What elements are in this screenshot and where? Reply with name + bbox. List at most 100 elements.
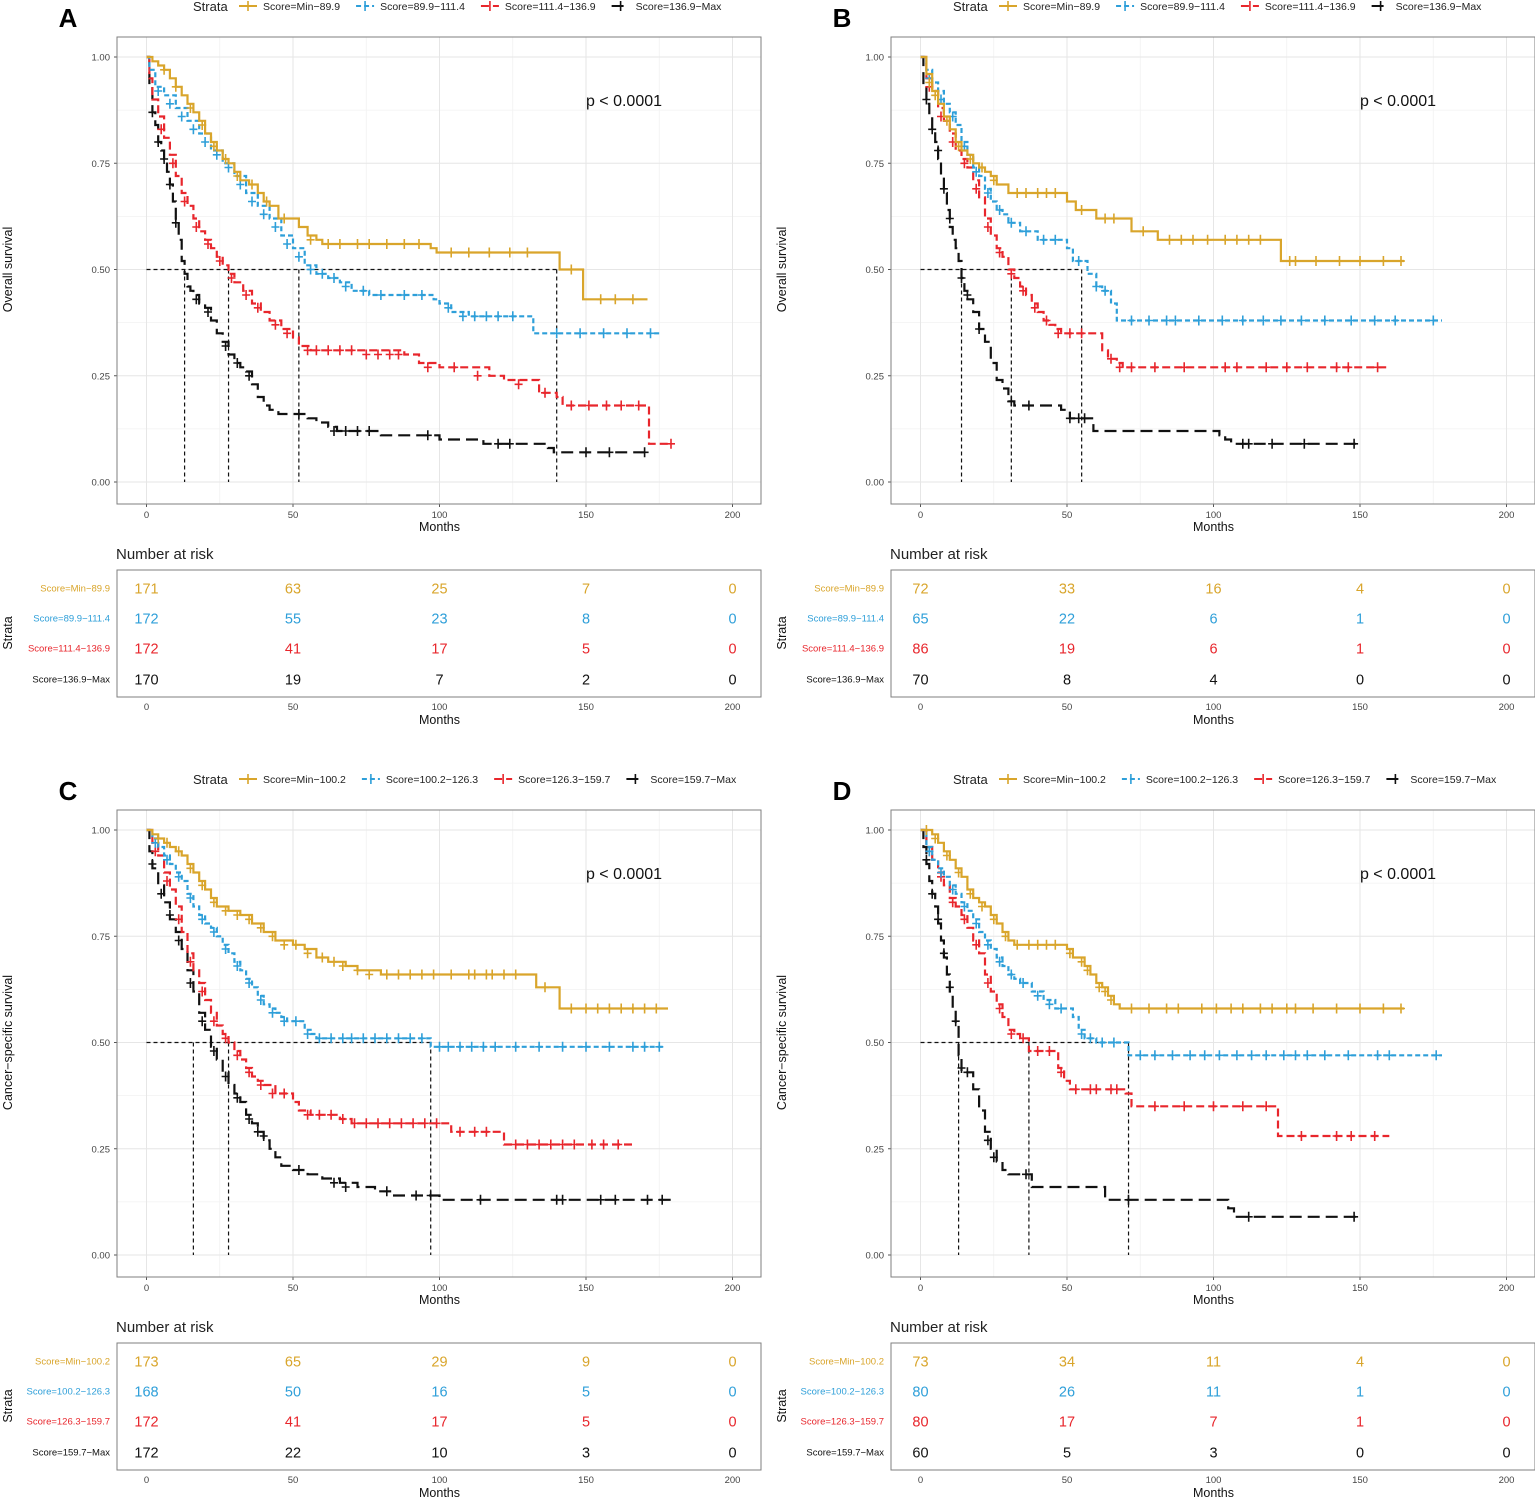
- legend-label: Score=89.9−111.4: [1140, 1, 1225, 13]
- censor-mark: [978, 162, 986, 173]
- censor-mark: [359, 1033, 368, 1044]
- y-tick-label: 0.50: [866, 265, 885, 276]
- plot-area: 0.00 0.25 0.50 0.75 1.00 0 50 100 150 200 Months Ov…: [1, 36, 762, 534]
- plot-area: 0.00 0.25 0.50 0.75 1.00 0 50 100 150 200 Months Ca…: [775, 809, 1535, 1307]
- risk-row-label: Score=Min−100.2: [35, 1357, 110, 1368]
- risk-row: Score=100.2−126.3 80 26 11 1 0: [801, 1385, 1511, 1401]
- risk-count: 63: [285, 582, 301, 598]
- censor-mark: [1162, 1003, 1171, 1014]
- censor-mark: [1127, 1003, 1136, 1014]
- y-axis-title: Cancer−specific survival: [1, 975, 15, 1110]
- risk-row: Score=Min−89.9 72 33 16 4 0: [814, 582, 1510, 598]
- risk-y-axis-title: Strata: [775, 616, 789, 649]
- risk-row-label: Score=136.9−Max: [32, 675, 110, 686]
- censor-mark: [303, 948, 312, 959]
- risk-count: 80: [912, 1385, 928, 1401]
- plot-frame: [116, 809, 762, 1278]
- censor-mark: [582, 1003, 590, 1014]
- censor-mark: [470, 969, 479, 980]
- censor-mark: [341, 1182, 350, 1192]
- risk-count: 1: [1356, 642, 1364, 658]
- risk-row: Score=111.4−136.9 172 41 17 5 0: [28, 642, 737, 658]
- censor-mark: [435, 1041, 444, 1052]
- risk-table-frame: [890, 1342, 1535, 1471]
- censor-mark: [456, 1041, 464, 1052]
- median-lines: [920, 1041, 1130, 1255]
- censor-mark: [1203, 234, 1212, 245]
- censor-mark: [221, 341, 230, 351]
- censor-mark: [245, 370, 254, 381]
- censor-mark: [1282, 362, 1291, 373]
- risk-table-frame: [116, 569, 762, 698]
- censor-mark: [939, 948, 948, 959]
- censor-mark: [1077, 1029, 1086, 1039]
- legend-item: Score=136.9−Max: [1371, 1, 1482, 13]
- censor-mark: [1232, 1050, 1241, 1061]
- censor-mark: [957, 273, 966, 283]
- series-blue: [920, 828, 1442, 1061]
- censor-mark: [966, 888, 975, 899]
- censor-mark: [1238, 1003, 1247, 1014]
- censor-mark: [467, 1041, 476, 1052]
- legend-label: Score=126.3−159.7: [1278, 774, 1370, 786]
- censor-mark: [1045, 1046, 1054, 1056]
- risk-count: 22: [1059, 612, 1075, 628]
- risk-count: 0: [1502, 612, 1510, 628]
- censor-mark: [353, 239, 362, 249]
- censor-mark: [335, 239, 344, 249]
- x-tick-label: 100: [432, 1283, 448, 1294]
- censor-mark: [634, 400, 643, 411]
- censor-mark: [259, 1131, 268, 1141]
- censor-mark: [1379, 1003, 1388, 1014]
- censor-mark: [1215, 1050, 1224, 1061]
- censor-mark: [177, 111, 186, 122]
- censor-mark: [294, 409, 303, 419]
- risk-x-tick-label: 150: [578, 1475, 594, 1486]
- censor-mark: [1042, 939, 1051, 950]
- censor-mark: [294, 1165, 303, 1175]
- censor-mark: [259, 209, 268, 220]
- risk-count: 0: [1502, 1385, 1510, 1401]
- censor-mark: [535, 1139, 544, 1150]
- censor-mark: [605, 447, 614, 458]
- censor-mark: [353, 965, 362, 976]
- censor-mark: [303, 1029, 312, 1039]
- plot-area: 0.00 0.25 0.50 0.75 1.00 0 50 100 150 200 Months Ov…: [775, 36, 1535, 534]
- censor-mark: [271, 222, 280, 232]
- censor-mark: [948, 897, 957, 908]
- censor-mark: [989, 175, 998, 186]
- censor-mark: [1080, 413, 1089, 424]
- x-axis-title: Months: [1193, 520, 1234, 534]
- censor-mark: [1045, 999, 1054, 1010]
- p-value-label: p < 0.0001: [1360, 93, 1436, 110]
- censor-mark: [485, 247, 494, 258]
- censor-mark: [1007, 268, 1016, 279]
- risk-row-label: Score=111.4−136.9: [28, 644, 110, 655]
- censor-mark: [470, 311, 479, 322]
- censor-mark: [253, 302, 262, 313]
- censor-mark: [312, 345, 321, 356]
- risk-row-label: Score=89.9−111.4: [807, 614, 884, 625]
- risk-x-tick-label: 100: [432, 702, 448, 713]
- censor-mark: [291, 1016, 300, 1027]
- x-tick-label: 200: [725, 1283, 741, 1294]
- legend-label: Score=111.4−136.9: [505, 1, 596, 13]
- censor-mark: [1200, 1050, 1209, 1061]
- risk-x-tick-label: 100: [1206, 702, 1222, 713]
- censor-mark: [1256, 234, 1265, 245]
- censor-mark: [160, 64, 169, 75]
- censor-mark: [1259, 315, 1268, 326]
- censor-mark: [1347, 1131, 1356, 1141]
- censor-mark: [280, 939, 289, 950]
- risk-x-tick-label: 0: [918, 1475, 923, 1486]
- median-lines: [920, 268, 1083, 482]
- censor-mark: [1030, 302, 1039, 313]
- censor-mark: [922, 94, 931, 105]
- censor-mark: [1268, 1003, 1277, 1014]
- y-tick-label: 0.75: [866, 932, 885, 943]
- risk-count: 7: [435, 673, 443, 689]
- survival-curve: [146, 55, 660, 335]
- x-tick-label: 50: [288, 510, 299, 521]
- censor-mark: [511, 969, 520, 980]
- risk-row-label: Score=136.9−Max: [806, 675, 884, 686]
